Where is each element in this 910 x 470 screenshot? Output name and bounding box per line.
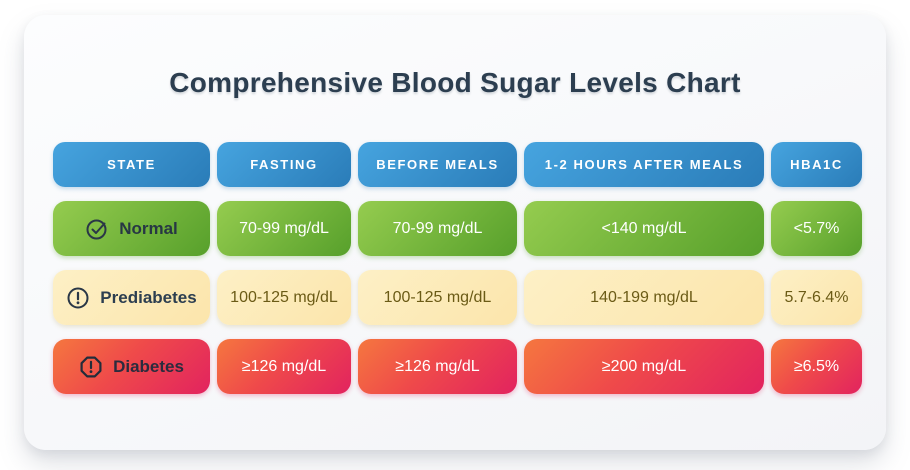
row-diabetes-state-cell: Diabetes	[53, 339, 210, 394]
header-cell-after-meals: 1-2 HOURS AFTER MEALS	[524, 142, 764, 187]
cell-diabetes-after-meals: ≥200 mg/dL	[524, 339, 764, 394]
cell-prediabetes-before-meals: 100-125 mg/dL	[358, 270, 517, 325]
cell-diabetes-fasting: ≥126 mg/dL	[217, 339, 351, 394]
page-title: Comprehensive Blood Sugar Levels Chart	[169, 67, 741, 98]
header-cell-before-meals: BEFORE MEALS	[358, 142, 517, 187]
blood-sugar-table: STATE FASTING BEFORE MEALS 1-2 HOURS AFT…	[53, 142, 862, 394]
cell-normal-before-meals: 70-99 mg/dL	[358, 201, 517, 256]
row-label: Diabetes	[113, 356, 184, 376]
header-cell-fasting: FASTING	[217, 142, 351, 187]
header-cell-hba1c: HBA1C	[771, 142, 862, 187]
check-circle-icon	[85, 217, 109, 241]
blood-sugar-chart-card: Comprehensive Blood Sugar Levels Chart S…	[24, 15, 886, 450]
alert-circle-icon	[66, 286, 90, 310]
cell-prediabetes-fasting: 100-125 mg/dL	[217, 270, 351, 325]
cell-normal-fasting: 70-99 mg/dL	[217, 201, 351, 256]
header-cell-state: STATE	[53, 142, 210, 187]
row-prediabetes-state-cell: Prediabetes	[53, 270, 210, 325]
cell-diabetes-before-meals: ≥126 mg/dL	[358, 339, 517, 394]
row-label: Normal	[119, 218, 178, 238]
cell-prediabetes-hba1c: 5.7-6.4%	[771, 270, 862, 325]
cell-normal-after-meals: <140 mg/dL	[524, 201, 764, 256]
cell-normal-hba1c: <5.7%	[771, 201, 862, 256]
cell-prediabetes-after-meals: 140-199 mg/dL	[524, 270, 764, 325]
alert-octagon-icon	[79, 355, 103, 379]
row-normal-state-cell: Normal	[53, 201, 210, 256]
row-label: Prediabetes	[100, 287, 197, 307]
cell-diabetes-hba1c: ≥6.5%	[771, 339, 862, 394]
